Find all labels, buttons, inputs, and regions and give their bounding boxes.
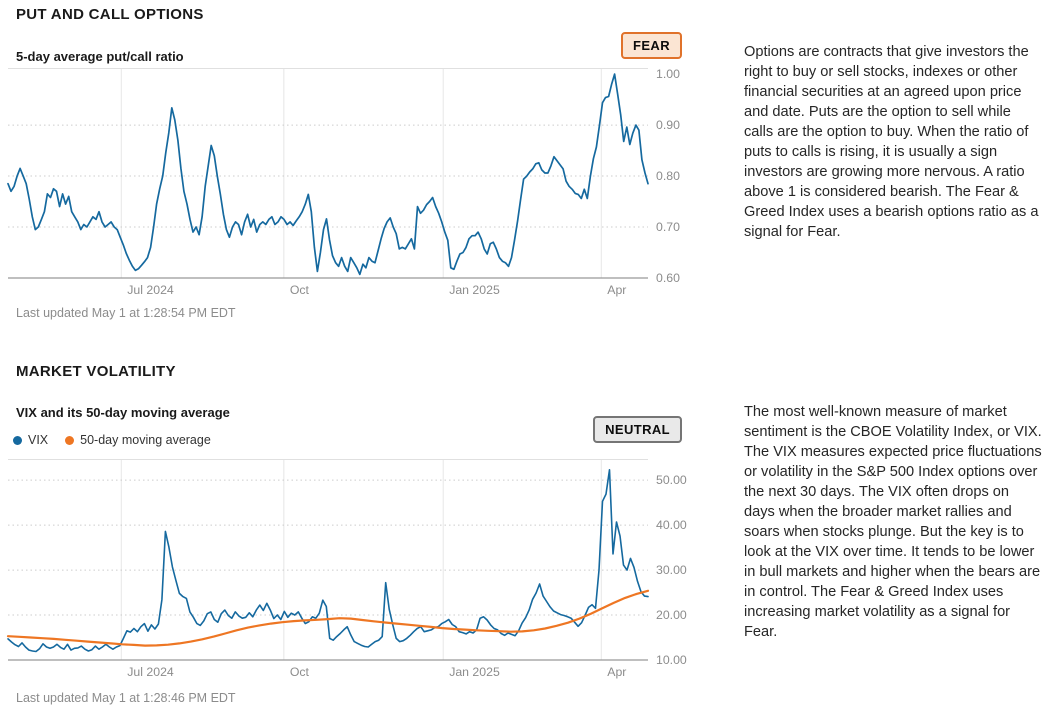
vix-last-updated: Last updated May 1 at 1:28:46 PM EDT: [16, 691, 236, 705]
legend-item-ma: 50-day moving average: [65, 433, 211, 447]
svg-text:Jan 2025: Jan 2025: [449, 665, 500, 679]
vix-chart-subtitle: VIX and its 50-day moving average: [16, 405, 230, 420]
fear-status-badge: FEAR: [621, 32, 682, 59]
svg-text:0.80: 0.80: [656, 169, 680, 183]
putcall-chart-subtitle: 5-day average put/call ratio: [16, 49, 184, 64]
svg-text:10.00: 10.00: [656, 653, 687, 667]
svg-text:Jul 2024: Jul 2024: [127, 283, 174, 297]
vix-legend-dot-icon: [13, 435, 22, 445]
neutral-status-badge: NEUTRAL: [593, 416, 682, 443]
vix-description: The most well-known measure of market se…: [744, 404, 1042, 640]
ma-legend-dot-icon: [65, 435, 75, 445]
legend-item-ma-label: 50-day moving average: [80, 433, 211, 447]
svg-text:20.00: 20.00: [656, 608, 687, 622]
svg-text:40.00: 40.00: [656, 518, 687, 532]
svg-text:Apr: Apr: [607, 665, 626, 679]
svg-text:30.00: 30.00: [656, 563, 687, 577]
putcall-last-updated: Last updated May 1 at 1:28:54 PM EDT: [16, 306, 236, 320]
svg-text:Oct: Oct: [290, 665, 310, 679]
svg-text:Oct: Oct: [290, 283, 310, 297]
svg-text:1.00: 1.00: [656, 67, 680, 81]
svg-text:Jan 2025: Jan 2025: [449, 283, 500, 297]
putcall-section-title: PUT AND CALL OPTIONS: [16, 6, 204, 23]
vix-chart[interactable]: Jul 2024 Oct Jan 2025 Apr 50.00 40.00 30.00 20.…: [6, 459, 700, 685]
volatility-section-title: MARKET VOLATILITY: [16, 363, 176, 380]
putcall-description: Options are contracts that give investor…: [744, 44, 1039, 240]
svg-text:Apr: Apr: [607, 283, 626, 297]
svg-text:0.90: 0.90: [656, 118, 680, 132]
putcall-ratio-chart[interactable]: Jul 2024 Oct Jan 2025 Apr 1.00 0.90 0.80 0.70 0.…: [7, 67, 700, 304]
svg-text:0.60: 0.60: [656, 271, 680, 285]
svg-text:Jul 2024: Jul 2024: [127, 665, 174, 679]
legend-item-vix-label: VIX: [28, 433, 49, 447]
svg-text:50.00: 50.00: [656, 473, 687, 487]
vix-chart-legend: VIX 50-day moving average: [13, 433, 221, 447]
svg-text:0.70: 0.70: [656, 220, 680, 234]
legend-item-vix: VIX: [13, 433, 48, 447]
